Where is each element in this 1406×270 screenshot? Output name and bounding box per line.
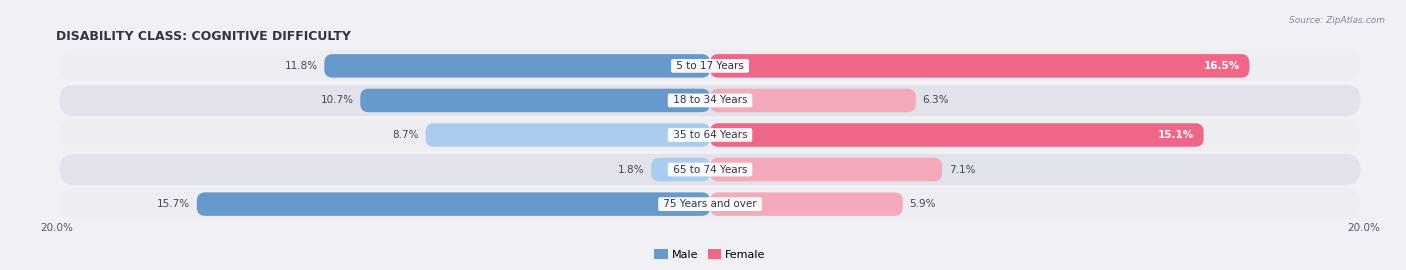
FancyBboxPatch shape — [710, 89, 915, 112]
Text: 1.8%: 1.8% — [619, 164, 644, 175]
FancyBboxPatch shape — [59, 50, 1361, 82]
FancyBboxPatch shape — [651, 158, 710, 181]
Text: 10.7%: 10.7% — [321, 95, 354, 106]
FancyBboxPatch shape — [325, 54, 710, 78]
FancyBboxPatch shape — [710, 123, 1204, 147]
FancyBboxPatch shape — [59, 188, 1361, 220]
Text: 6.3%: 6.3% — [922, 95, 949, 106]
FancyBboxPatch shape — [197, 192, 710, 216]
Text: DISABILITY CLASS: COGNITIVE DIFFICULTY: DISABILITY CLASS: COGNITIVE DIFFICULTY — [56, 30, 352, 43]
Text: Source: ZipAtlas.com: Source: ZipAtlas.com — [1289, 16, 1385, 25]
Text: 18 to 34 Years: 18 to 34 Years — [669, 95, 751, 106]
Text: 8.7%: 8.7% — [392, 130, 419, 140]
FancyBboxPatch shape — [360, 89, 710, 112]
Text: 7.1%: 7.1% — [949, 164, 976, 175]
FancyBboxPatch shape — [59, 85, 1361, 116]
Text: 65 to 74 Years: 65 to 74 Years — [669, 164, 751, 175]
Text: 75 Years and over: 75 Years and over — [659, 199, 761, 209]
FancyBboxPatch shape — [710, 158, 942, 181]
Text: 5 to 17 Years: 5 to 17 Years — [673, 61, 747, 71]
Text: 16.5%: 16.5% — [1204, 61, 1240, 71]
FancyBboxPatch shape — [710, 192, 903, 216]
Text: 35 to 64 Years: 35 to 64 Years — [669, 130, 751, 140]
Legend: Male, Female: Male, Female — [650, 245, 770, 264]
FancyBboxPatch shape — [59, 119, 1361, 151]
FancyBboxPatch shape — [710, 54, 1250, 78]
Text: 15.7%: 15.7% — [157, 199, 190, 209]
Text: 5.9%: 5.9% — [910, 199, 936, 209]
FancyBboxPatch shape — [426, 123, 710, 147]
Text: 11.8%: 11.8% — [284, 61, 318, 71]
FancyBboxPatch shape — [59, 154, 1361, 185]
Text: 15.1%: 15.1% — [1157, 130, 1194, 140]
